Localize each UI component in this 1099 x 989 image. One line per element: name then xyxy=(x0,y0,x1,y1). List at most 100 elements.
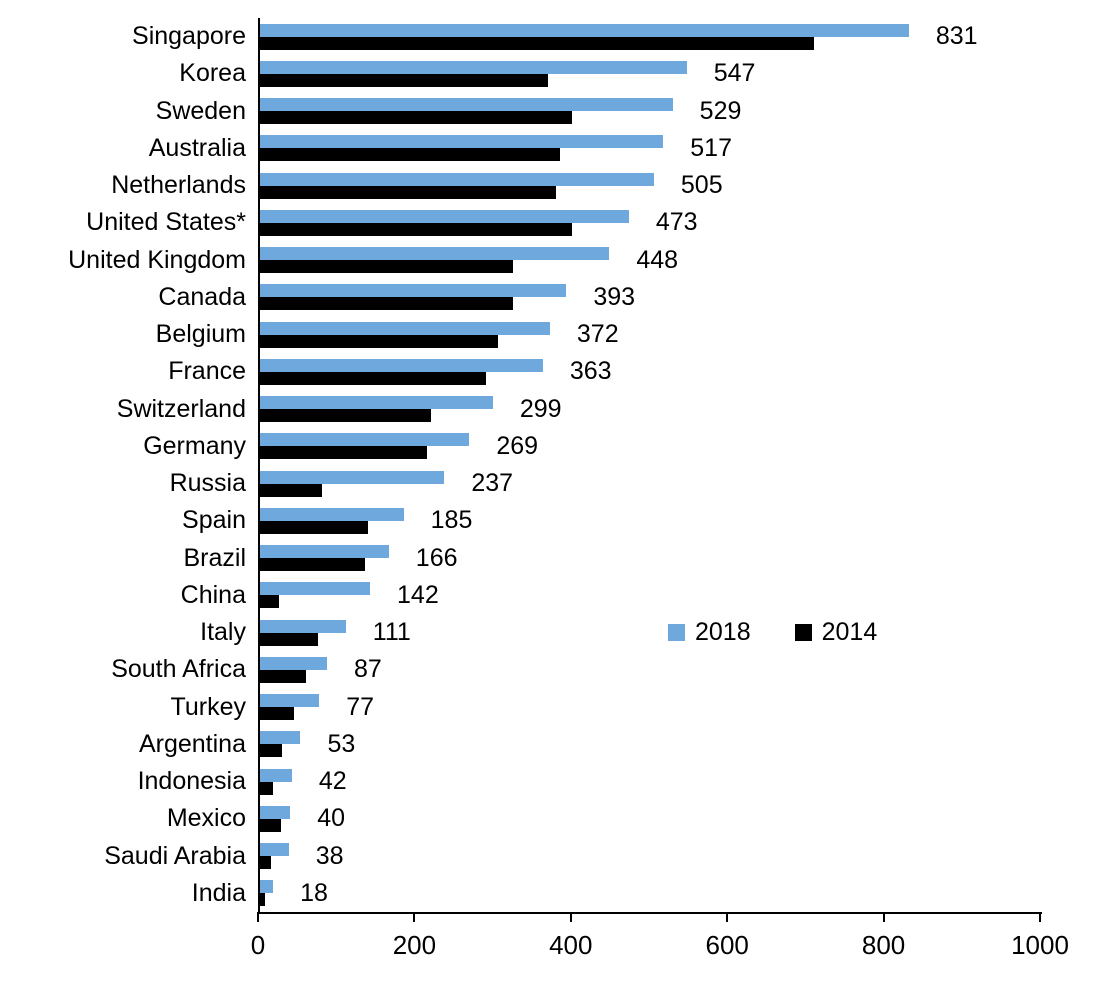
category-label: Argentina xyxy=(138,729,246,758)
value-label: 42 xyxy=(318,767,347,795)
bar-2018 xyxy=(259,358,543,372)
bar-2014 xyxy=(259,632,318,646)
value-label: 529 xyxy=(699,96,742,125)
bar-2014 xyxy=(259,707,295,721)
y-axis-line xyxy=(258,18,260,912)
value-label: 269 xyxy=(496,431,539,460)
bar-2018 xyxy=(259,60,687,74)
value-label: 87 xyxy=(354,655,382,684)
x-tick-mark xyxy=(413,914,416,922)
bar-2014 xyxy=(259,520,369,534)
category-label: Brazil xyxy=(183,543,246,572)
value-label: 448 xyxy=(636,245,679,274)
category-label: Sweden xyxy=(155,96,246,125)
legend-swatch-2014 xyxy=(794,624,812,641)
x-tick-label: 600 xyxy=(705,930,749,960)
bar-2018 xyxy=(259,23,909,37)
bar-2014 xyxy=(259,446,428,460)
category-label: Mexico xyxy=(166,804,246,833)
value-label: 363 xyxy=(569,357,612,386)
x-axis-line xyxy=(257,912,1042,914)
value-label: 142 xyxy=(397,580,439,609)
x-tick-mark xyxy=(257,914,259,922)
bar-2014 xyxy=(259,818,281,832)
value-label: 831 xyxy=(935,22,978,50)
category-label: Switzerland xyxy=(116,394,246,423)
bar-2018 xyxy=(259,172,654,186)
bar-2014 xyxy=(259,334,498,348)
bar-2018 xyxy=(259,582,371,596)
bar-2018 xyxy=(259,545,389,559)
category-label: Germany xyxy=(143,431,246,460)
bar-2014 xyxy=(259,744,283,758)
category-label: Australia xyxy=(148,133,246,162)
bar-2018 xyxy=(259,880,274,894)
bar-2018 xyxy=(259,619,346,633)
bar-2018 xyxy=(259,731,301,745)
bar-2018 xyxy=(259,284,567,298)
bar-2018 xyxy=(259,805,291,819)
bar-2014 xyxy=(259,73,549,87)
value-label: 473 xyxy=(655,208,698,237)
bar-2018 xyxy=(259,98,673,112)
x-tick-label: 400 xyxy=(549,930,593,960)
bar-2014 xyxy=(259,222,572,236)
category-label: France xyxy=(168,357,246,386)
bar-2014 xyxy=(259,893,266,907)
bar-2018 xyxy=(259,768,292,782)
bar-2018 xyxy=(259,209,629,223)
value-label: 38 xyxy=(315,841,344,870)
bar-2014 xyxy=(259,409,432,423)
category-label: Indonesia xyxy=(137,767,246,795)
bar-2014 xyxy=(259,148,561,162)
legend-label-2014: 2014 xyxy=(821,618,878,646)
category-label: South Africa xyxy=(111,655,246,684)
bar-2018 xyxy=(259,247,610,261)
category-label: Netherlands xyxy=(111,171,246,199)
value-label: 111 xyxy=(372,618,411,646)
bar-2018 xyxy=(259,135,664,149)
category-label: India xyxy=(191,878,246,907)
category-label: China xyxy=(180,580,246,609)
bar-2018 xyxy=(259,396,493,410)
value-label: 53 xyxy=(327,729,356,758)
bar-2014 xyxy=(259,856,271,870)
bar-2014 xyxy=(259,483,322,497)
value-label: 372 xyxy=(576,320,619,348)
category-label: Russia xyxy=(169,469,246,497)
value-label: 77 xyxy=(346,692,375,721)
bar-2014 xyxy=(259,297,514,311)
value-label: 505 xyxy=(680,171,723,199)
category-label: United Kingdom xyxy=(68,245,246,274)
x-tick-mark xyxy=(1039,914,1041,922)
bar-2014 xyxy=(259,371,486,385)
category-label: Korea xyxy=(179,59,246,88)
bar-2014 xyxy=(259,669,306,683)
value-label: 40 xyxy=(317,804,346,833)
bar-2014 xyxy=(259,595,279,609)
legend-label-2018: 2018 xyxy=(695,618,751,646)
bar-2018 xyxy=(259,694,320,708)
bar-2014 xyxy=(259,260,514,274)
bar-2018 xyxy=(259,656,328,670)
category-label: Saudi Arabia xyxy=(104,841,246,870)
category-label: Turkey xyxy=(170,692,246,721)
bar-2014 xyxy=(259,36,815,50)
value-label: 299 xyxy=(519,394,562,423)
bar-2014 xyxy=(259,111,572,125)
x-tick-mark xyxy=(726,914,729,922)
value-label: 517 xyxy=(690,133,732,162)
x-tick-label: 1000 xyxy=(1011,930,1069,960)
category-label: United States* xyxy=(86,208,246,237)
x-tick-mark xyxy=(882,914,885,922)
bar-2014 xyxy=(259,781,274,795)
value-label: 185 xyxy=(430,506,473,535)
x-tick-label: 0 xyxy=(250,930,266,960)
legend-swatch-2018 xyxy=(668,624,685,641)
value-label: 393 xyxy=(593,282,636,311)
category-label: Spain xyxy=(182,506,246,535)
value-label: 166 xyxy=(415,543,458,572)
x-tick-label: 200 xyxy=(392,930,437,960)
